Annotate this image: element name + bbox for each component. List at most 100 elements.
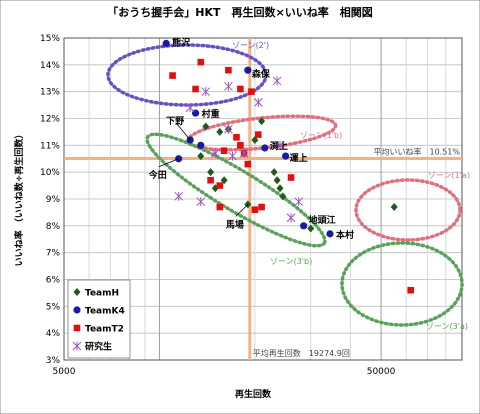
data-point-研究生 (201, 87, 211, 97)
y-tick-label: 9% (46, 195, 61, 205)
legend: TeamH TeamK4 TeamT2 研究生 (67, 279, 131, 359)
legend-marker (72, 341, 82, 351)
member-label: 馬場 (225, 218, 244, 230)
data-point-teamt2 (197, 58, 205, 66)
data-point-teamt2 (169, 72, 176, 79)
data-point-teamk4 (244, 66, 252, 74)
data-point-teamh (251, 135, 259, 144)
y-tick-label: 12% (40, 115, 60, 125)
zone-label: ゾーン(1'a) (428, 171, 470, 180)
plot-area: 3% 4% 5% 6% 7% 8% 9% 10% 11% 12% 13% 14% 15% 5000 5000… (40, 34, 470, 377)
y-tick-label: 15% (40, 34, 60, 44)
member-label: 運上 (290, 152, 308, 164)
y-tick-label: 5% (46, 302, 61, 312)
data-point-teamt2 (216, 203, 224, 211)
y-tick-label: 11% (40, 141, 60, 151)
data-point-teamk4 (326, 230, 334, 238)
y-tick-label: 13% (40, 88, 60, 98)
zone-ellipse (340, 241, 464, 327)
data-point-研究生 (210, 148, 220, 158)
y-tick-label: 3% (46, 356, 61, 366)
x-tick-label: 5000 (53, 367, 76, 377)
data-point-teamt2 (225, 66, 232, 74)
member-label: 地頭江 (309, 214, 336, 226)
zone-label: ゾーン(1'b) (300, 131, 342, 140)
data-point-teamh (216, 127, 224, 136)
data-point-teamt2 (216, 182, 224, 189)
zone-ellipse (145, 132, 327, 248)
data-point-teamh (270, 168, 278, 177)
data-point-teamh (390, 203, 398, 212)
y-tick-label: 14% (40, 61, 60, 71)
data-point-teamh (279, 192, 287, 201)
zone-label: ゾーン(2') (232, 41, 269, 50)
data-point-teamh (207, 168, 215, 177)
data-point-研究生 (272, 76, 282, 86)
data-point-研究生 (239, 148, 249, 158)
y-tick-label: 4% (46, 329, 61, 339)
data-point-研究生 (294, 197, 304, 207)
plot-border (63, 37, 463, 361)
member-leader-line (158, 158, 179, 168)
data-point-teamt2 (192, 85, 199, 93)
data-point-teamt2 (251, 206, 259, 214)
legend-marker (73, 288, 81, 296)
zone-label: ゾーン(3'b) (270, 257, 312, 266)
data-point-teamt2 (244, 160, 252, 168)
member-label: 森保 (252, 68, 271, 80)
member-label: 熊沢 (172, 36, 191, 48)
data-point-teamt2 (237, 85, 244, 93)
data-point-研究生 (224, 124, 233, 134)
data-point-teamh (202, 122, 210, 131)
zone-ellipse (354, 178, 462, 242)
member-label: 今田 (148, 169, 167, 181)
legend-marker (73, 324, 81, 332)
x-axis-title: 再生回数 (235, 388, 272, 400)
member-label: 村重 (202, 108, 220, 120)
data-point-teamh (197, 152, 205, 161)
data-point-teamk4 (261, 144, 269, 152)
data-point-teamt2 (287, 174, 295, 181)
member-label: 渕上 (270, 140, 288, 152)
data-point-teamk4 (282, 152, 290, 160)
legend-label: TeamK4 (85, 307, 125, 317)
legend-label: 研究生 (85, 341, 112, 353)
data-point-研究生 (185, 103, 195, 113)
data-point-teamt2 (233, 133, 240, 141)
data-point-teamk4 (300, 222, 308, 230)
member-label: 本村 (336, 229, 354, 241)
data-point-teamk4 (162, 39, 170, 47)
y-tick-label: 7% (46, 249, 61, 259)
data-point-研究生 (228, 151, 237, 161)
data-point-teamk4 (197, 141, 205, 149)
average-like-rate-label: 平均いいね率 10.51% (373, 146, 460, 156)
member-leader-line (235, 204, 249, 217)
legend-label: TeamH (85, 289, 119, 299)
data-point-研究生 (174, 191, 184, 201)
data-point-teamh (276, 184, 284, 193)
average-views-label: 平均再生回数 19274.9回 (253, 348, 350, 358)
data-point-teamt2 (407, 286, 414, 294)
data-point-teamh (220, 176, 228, 185)
data-point-研究生 (196, 197, 206, 207)
data-point-teamh (273, 176, 281, 185)
x-tick-label: 50000 (367, 367, 396, 377)
data-point-teamh (258, 117, 266, 126)
legend-marker (73, 306, 81, 314)
y-tick-label: 8% (46, 222, 61, 232)
legend-label: TeamT2 (85, 325, 124, 335)
data-point-teamt2 (254, 131, 262, 138)
chart-title: 「おうち握手会」HKT 再生回数×いいね率 相関図 (107, 5, 372, 19)
data-point-teamt2 (237, 142, 244, 149)
y-tick-label: 6% (46, 276, 61, 286)
member-label: 下野 (166, 116, 184, 127)
data-point-研究生 (253, 97, 263, 107)
data-point-研究生 (286, 213, 296, 223)
y-tick-label: 10% (40, 168, 60, 178)
y-axis-title: いいね率 （いいね数÷再生回数） (13, 130, 25, 267)
data-point-teamt2 (258, 203, 265, 211)
data-point-teamt2 (248, 88, 255, 95)
data-point-teamh (307, 224, 315, 233)
zone-label: ゾーン(3'a) (426, 322, 468, 331)
